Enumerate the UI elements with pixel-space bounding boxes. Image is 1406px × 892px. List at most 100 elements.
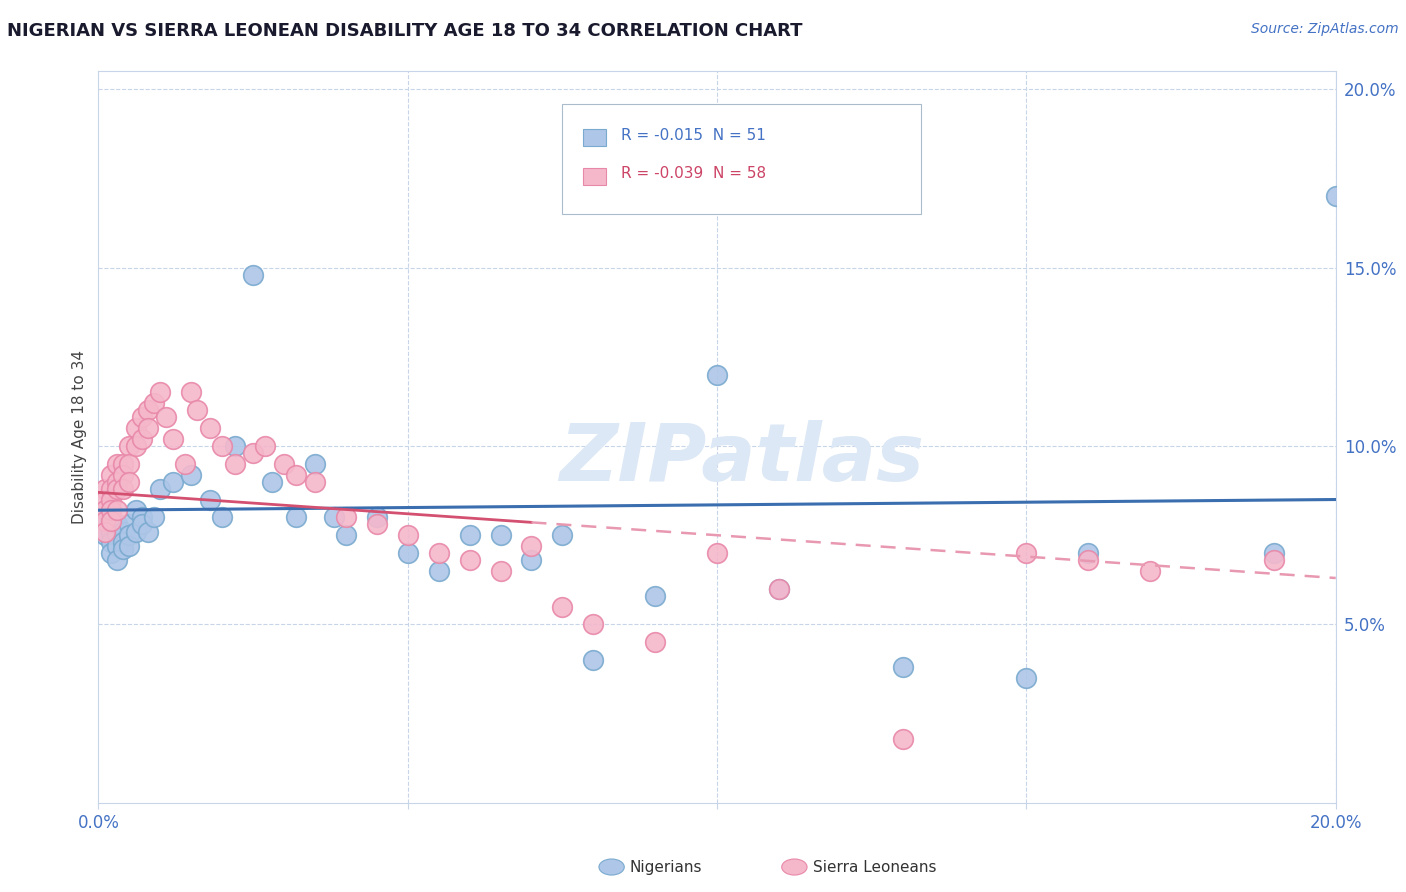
Point xyxy=(520,553,543,567)
Point xyxy=(224,439,246,453)
Point xyxy=(93,503,115,517)
Point xyxy=(112,457,135,471)
Y-axis label: Disability Age 18 to 34: Disability Age 18 to 34 xyxy=(72,350,87,524)
Point xyxy=(136,524,159,539)
Point xyxy=(174,457,197,471)
Point xyxy=(1263,553,1285,567)
Point xyxy=(489,564,512,578)
Point xyxy=(112,524,135,539)
Point xyxy=(155,410,177,425)
Point xyxy=(118,457,141,471)
Point xyxy=(1263,546,1285,560)
Point xyxy=(112,482,135,496)
Point xyxy=(162,432,184,446)
Text: ZIPatlas: ZIPatlas xyxy=(560,420,924,498)
Point xyxy=(1324,189,1347,203)
Point xyxy=(366,517,388,532)
Text: Nigerians: Nigerians xyxy=(630,860,703,874)
Point xyxy=(458,528,481,542)
Point xyxy=(118,517,141,532)
Point xyxy=(100,482,122,496)
Point xyxy=(891,731,914,746)
Point xyxy=(224,457,246,471)
Point xyxy=(105,539,128,553)
Point xyxy=(304,475,326,489)
Point xyxy=(105,482,128,496)
Point xyxy=(93,503,115,517)
Point xyxy=(131,517,153,532)
Point xyxy=(131,410,153,425)
Point xyxy=(143,396,166,410)
Point xyxy=(180,467,202,482)
Point xyxy=(131,510,153,524)
Point xyxy=(93,524,115,539)
Point xyxy=(285,510,308,524)
Point xyxy=(582,617,605,632)
Point xyxy=(100,546,122,560)
FancyBboxPatch shape xyxy=(583,128,606,146)
Point xyxy=(100,503,122,517)
Point xyxy=(273,457,295,471)
Point xyxy=(285,467,308,482)
Point xyxy=(124,421,146,435)
Point xyxy=(131,432,153,446)
Point xyxy=(180,385,202,400)
FancyBboxPatch shape xyxy=(583,168,606,185)
Point xyxy=(100,514,122,528)
Point xyxy=(100,524,122,539)
Point xyxy=(1139,564,1161,578)
Point xyxy=(304,457,326,471)
Point xyxy=(112,535,135,549)
Point xyxy=(93,517,115,532)
Point xyxy=(124,503,146,517)
Point xyxy=(124,524,146,539)
Point xyxy=(768,582,790,596)
Point xyxy=(136,403,159,417)
Point xyxy=(644,635,666,649)
Point xyxy=(93,482,115,496)
Point xyxy=(118,528,141,542)
Point xyxy=(366,510,388,524)
Point xyxy=(105,528,128,542)
FancyBboxPatch shape xyxy=(562,104,921,214)
Point xyxy=(520,539,543,553)
Point xyxy=(136,421,159,435)
Point xyxy=(100,492,122,507)
Text: NIGERIAN VS SIERRA LEONEAN DISABILITY AGE 18 TO 34 CORRELATION CHART: NIGERIAN VS SIERRA LEONEAN DISABILITY AG… xyxy=(7,22,803,40)
Point xyxy=(706,368,728,382)
Point xyxy=(198,421,221,435)
Point xyxy=(112,467,135,482)
Point xyxy=(891,660,914,674)
Point xyxy=(124,439,146,453)
Point xyxy=(100,467,122,482)
Text: R = -0.015  N = 51: R = -0.015 N = 51 xyxy=(620,128,765,144)
Point xyxy=(242,446,264,460)
Point xyxy=(335,510,357,524)
Point xyxy=(118,439,141,453)
Point xyxy=(186,403,208,417)
Point xyxy=(105,457,128,471)
Point xyxy=(118,539,141,553)
Point xyxy=(1077,553,1099,567)
Point xyxy=(335,528,357,542)
Point xyxy=(211,439,233,453)
Point xyxy=(254,439,277,453)
Point xyxy=(105,475,128,489)
Point xyxy=(93,514,115,528)
Point xyxy=(551,528,574,542)
Point xyxy=(706,546,728,560)
Point xyxy=(93,492,115,507)
Point xyxy=(198,492,221,507)
Point xyxy=(458,553,481,567)
Point xyxy=(644,589,666,603)
Point xyxy=(118,475,141,489)
Text: R = -0.039  N = 58: R = -0.039 N = 58 xyxy=(620,166,766,181)
Point xyxy=(242,268,264,282)
Point xyxy=(100,535,122,549)
Point xyxy=(1015,671,1038,685)
Point xyxy=(260,475,283,489)
Text: Sierra Leoneans: Sierra Leoneans xyxy=(813,860,936,874)
Point xyxy=(396,528,419,542)
Point xyxy=(149,482,172,496)
Point xyxy=(582,653,605,667)
